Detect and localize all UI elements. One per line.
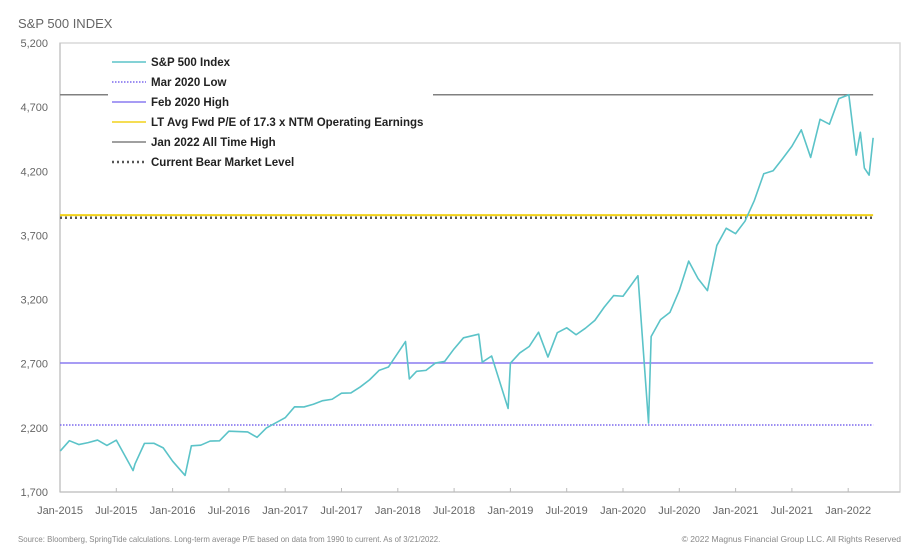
x-tick-label: Jan-2015 (37, 505, 83, 517)
legend-background (108, 52, 433, 174)
legend-label: LT Avg Fwd P/E of 17.3 x NTM Operating E… (151, 117, 423, 129)
legend-label: Feb 2020 High (151, 97, 229, 109)
x-tick-label: Jan-2020 (600, 505, 646, 517)
x-tick-label: Jul-2020 (658, 505, 700, 517)
x-tick-label: Jan-2016 (150, 505, 196, 517)
x-tick-label: Jul-2018 (433, 505, 475, 517)
y-tick-label: 1,700 (20, 487, 48, 499)
y-tick-label: 5,200 (20, 38, 48, 50)
y-tick-label: 4,700 (20, 102, 48, 114)
x-tick-label: Jul-2015 (95, 505, 137, 517)
y-tick-label: 3,700 (20, 230, 48, 242)
x-tick-label: Jul-2019 (546, 505, 588, 517)
legend-label: Current Bear Market Level (151, 157, 294, 169)
source-note: Source: Bloomberg, SpringTide calculatio… (18, 534, 441, 544)
y-tick-label: 3,200 (20, 295, 48, 307)
x-tick-label: Jan-2021 (713, 505, 759, 517)
x-tick-label: Jul-2017 (320, 505, 362, 517)
legend-label: Jan 2022 All Time High (151, 137, 276, 149)
y-tick-label: 2,200 (20, 423, 48, 435)
legend-label: S&P 500 Index (151, 57, 231, 69)
x-tick-label: Jan-2018 (375, 505, 421, 517)
x-tick-label: Jan-2022 (825, 505, 871, 517)
legend-label: Mar 2020 Low (151, 77, 226, 89)
x-tick-label: Jul-2021 (771, 505, 813, 517)
y-tick-label: 2,700 (20, 359, 48, 371)
line-chart: 1,700 2,200 2,700 3,200 3,700 4,200 4,700 5,200… (20, 38, 901, 517)
chart-title: S&P 500 INDEX (18, 16, 113, 31)
x-tick-label: Jan-2019 (487, 505, 533, 517)
copyright-note: © 2022 Magnus Financial Group LLC. All R… (681, 534, 901, 544)
x-tick-label: Jul-2016 (208, 505, 250, 517)
x-tick-label: Jan-2017 (262, 505, 308, 517)
y-tick-label: 4,200 (20, 166, 48, 178)
sp500-series-line (59, 93, 874, 477)
